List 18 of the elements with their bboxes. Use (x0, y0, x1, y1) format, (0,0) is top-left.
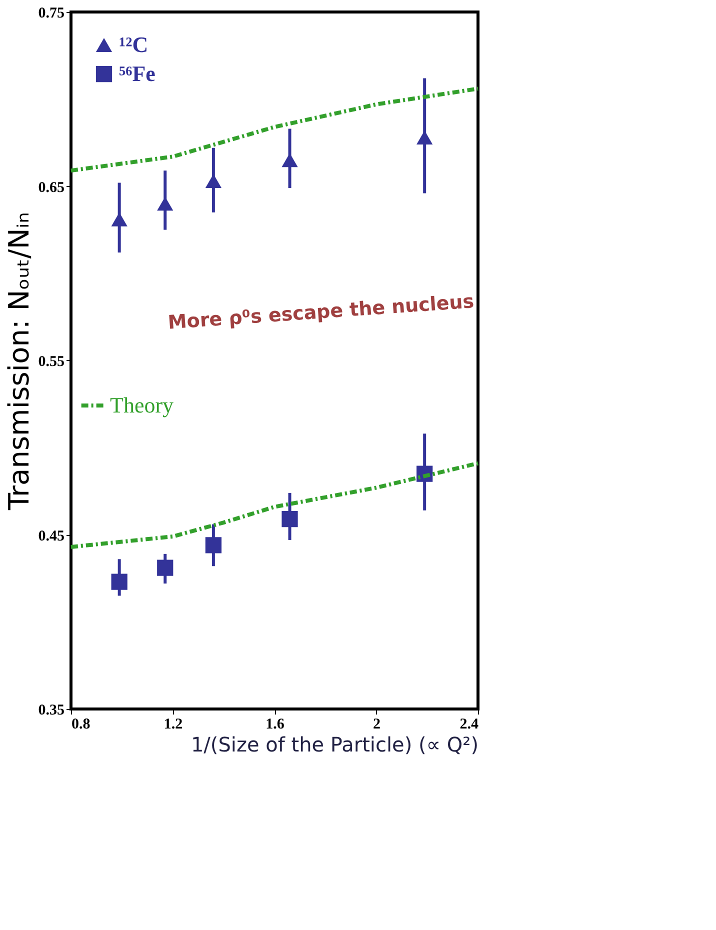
x-tick-label: 2.4 (460, 716, 479, 732)
legend-label: ¹²C (119, 32, 148, 57)
y-tick-label: 0.65 (38, 180, 64, 196)
legend-label: ⁵⁶Fe (119, 61, 156, 86)
y-axis-title: Transmission: Nₒᵤₜ/Nᵢₙ (2, 212, 36, 511)
x-tick-label: 0.8 (72, 716, 90, 732)
x-tick-label: 1.6 (266, 716, 285, 732)
line-series (69, 86, 480, 173)
legend-label: Theory (110, 392, 174, 418)
x-axis-title: 1/(Size of the Particle) (∝ Q²) (190, 732, 478, 756)
x-tick-label: 1.2 (164, 716, 183, 732)
annotation: More ρ⁰s escape the nucleus (167, 290, 475, 334)
y-tick-label: 0.55 (38, 354, 64, 370)
line-series (69, 461, 480, 549)
y-tick-label: 0.75 (38, 6, 64, 22)
y-tick-label: 0.35 (38, 702, 64, 718)
y-tick-label: 0.45 (38, 528, 64, 544)
x-tick-label: 2 (373, 716, 380, 732)
